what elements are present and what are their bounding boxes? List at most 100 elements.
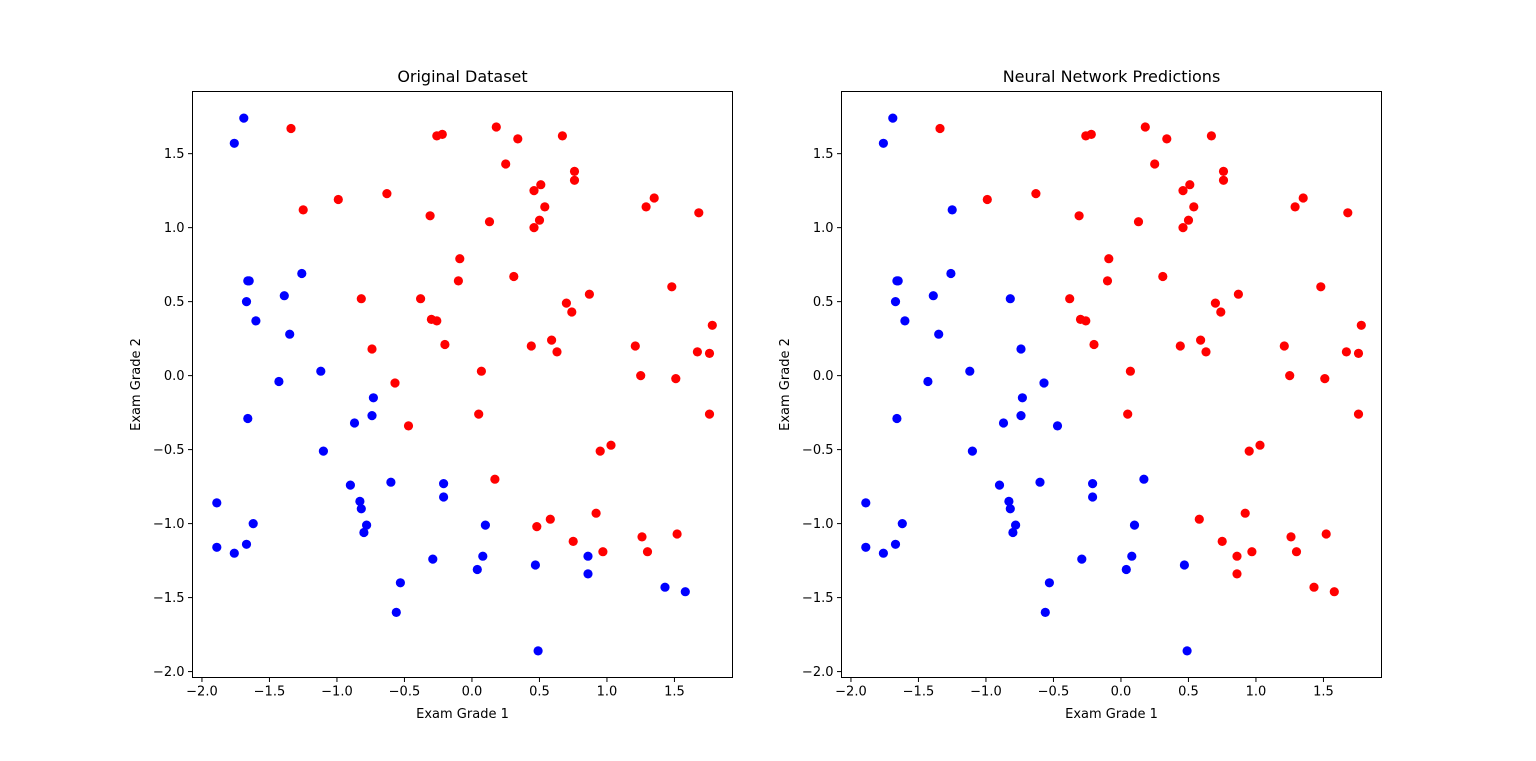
y-tick-label: −1.0 [153,517,185,532]
scatter-point [967,446,978,456]
scatter-point [484,217,495,227]
scatter-point [1218,166,1229,176]
scatter-point [1081,316,1091,326]
scatter-point [1183,215,1194,225]
scatter-point [1004,496,1014,506]
scatter-point [333,194,343,205]
scatter-point [403,421,414,431]
scatter-point [1316,282,1326,292]
scatter-point [1133,217,1144,227]
scatter-point [861,542,871,552]
scatter-point [1127,551,1137,561]
plot-frame [192,91,733,678]
scatter-point [1086,129,1096,139]
scatter-point [637,532,647,542]
scatter-point [667,282,677,292]
scatter-point [534,215,545,225]
scatter-point [1285,371,1295,381]
subplot-title: Original Dataset [397,67,527,86]
scatter-point [1125,366,1135,376]
scatter-point [1298,193,1308,203]
scatter-point [557,131,568,141]
scatter-point [316,366,326,376]
scatter-point [1129,520,1140,530]
scatter-point [432,316,442,326]
scatter-point [285,329,295,339]
scatter-point [569,166,580,176]
scatter-point [1291,547,1302,557]
scatter-point [243,413,253,424]
scatter-point [1341,347,1351,357]
scatter-point [279,291,289,301]
scatter-point [1178,186,1188,196]
scatter-point [501,159,511,169]
scatter-point [947,205,957,215]
scatter-point [1244,446,1254,456]
x-tick-label: −1.5 [254,685,286,700]
scatter-point [934,329,944,339]
scatter-point [1240,508,1250,518]
scatter-point [1206,131,1216,141]
scatter-point [1194,514,1204,524]
scatter-point [561,298,572,308]
scatter-point [455,254,465,264]
scatter-point [1031,189,1041,199]
scatter-point [478,551,488,561]
scatter-point [680,587,690,597]
scatter-point [892,276,902,286]
scatter-point [1217,536,1227,547]
scatter-point [391,607,401,618]
scatter-point [416,294,426,304]
subplot-original-dataset: Original Dataset −2.0 −1.5 −1.0 −0.5 0.0 0.5 1… [129,67,733,722]
scatter-point [355,496,365,506]
scatter-point [1162,134,1172,144]
scatter-point [1065,294,1075,304]
scatter-point [243,276,253,286]
scatter-point [606,440,616,450]
scatter-point [1052,421,1063,431]
scatter-points [212,113,717,656]
scatter-point [356,504,366,514]
scatter-point [672,529,682,539]
x-tick-label: 1.0 [597,685,618,700]
scatter-point [1329,587,1339,597]
scatter-point [513,134,523,144]
scatter-point [1088,479,1098,489]
subplot-title: Neural Network Predictions [1003,67,1221,86]
scatter-point [349,418,360,428]
y-tick-label: 0.5 [164,295,185,310]
scatter-point [533,646,543,656]
scatter-point [704,348,715,358]
y-tick-label: −1.5 [153,591,185,606]
scatter-point [1178,223,1188,233]
scatter-point [545,514,555,524]
y-tick-label: −2.0 [153,665,185,680]
scatter-point [994,480,1005,490]
x-tick-label: 1.5 [664,685,685,700]
y-axis: −2.0 −1.5 −1.0 −0.5 0.0 0.5 1.0 1.5 [802,147,842,680]
scatter-point [1017,393,1027,403]
scatter-point [1005,504,1015,514]
scatter-point [1089,339,1099,350]
scatter-points [861,113,1366,656]
scatter-point [642,547,653,557]
scatter-point [890,297,901,307]
scatter-point [529,223,539,233]
scatter-point [439,492,449,502]
x-tick-label: −1.0 [970,685,1002,700]
scatter-point [900,316,910,326]
scatter-point [509,271,519,282]
scatter-point [359,527,369,538]
scatter-point [367,411,377,421]
y-tick-label: 1.0 [813,221,834,236]
scatter-point [1104,254,1114,264]
scatter-point [1201,347,1211,357]
scatter-point [439,479,449,489]
x-tick-label: −1.5 [903,685,935,700]
scatter-point [368,393,378,403]
scatter-point [1179,560,1189,570]
scatter-point [1011,520,1021,530]
scatter-point [1353,409,1364,419]
x-tick-label: 1.0 [1246,685,1267,700]
scatter-point [694,208,704,218]
